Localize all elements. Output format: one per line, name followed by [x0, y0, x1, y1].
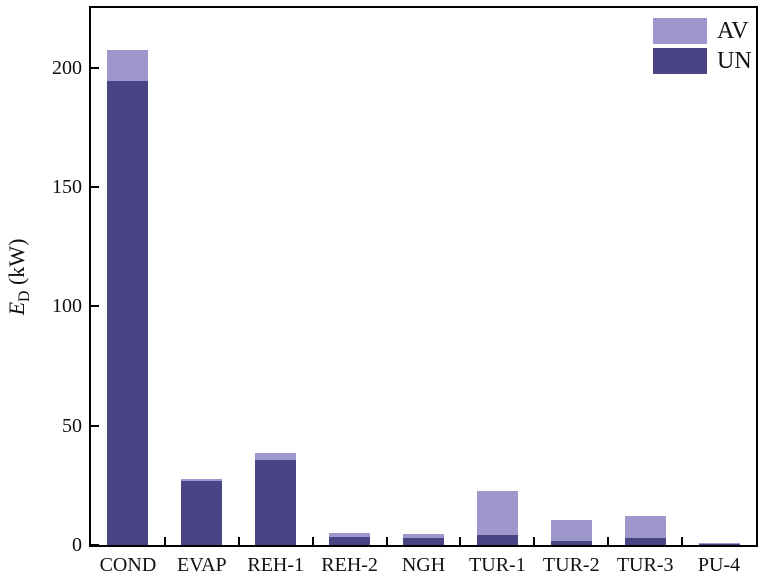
y-tick-100: [91, 305, 99, 308]
x-label-tur-1: TUR-1: [469, 554, 526, 576]
bar-evap-av: [181, 479, 223, 482]
bar-tur-1-av: [476, 490, 518, 535]
y-tick-label-50: 50: [62, 414, 82, 437]
bar-tur-3-un: [624, 538, 666, 545]
y-tick-label-100: 100: [52, 295, 82, 318]
x-tick-7: [607, 537, 610, 545]
y-tick-200: [91, 66, 99, 69]
y-tick-label-150: 150: [52, 176, 82, 198]
bar-tur-1-un: [476, 534, 518, 545]
x-label-reh-1: REH-1: [247, 554, 305, 576]
bar-pu-4-un: [698, 544, 740, 545]
bar-tur-2-un: [550, 540, 592, 545]
legend-label-av: AV: [717, 18, 749, 44]
y-tick-label-0: 0: [72, 534, 82, 556]
x-tick-1: [163, 537, 166, 545]
x-tick-4: [385, 537, 388, 545]
y-tick-50: [91, 424, 99, 427]
bar-evap-un: [181, 481, 223, 545]
bar-ngh-av: [403, 534, 444, 538]
x-label-tur-2: TUR-2: [542, 554, 600, 576]
x-label-evap: EVAP: [177, 554, 227, 576]
x-label-reh-2: REH-2: [321, 554, 378, 576]
bar-reh-2-un: [329, 537, 371, 545]
bar-tur-3-av: [624, 515, 666, 539]
bar-tur-2-av: [550, 520, 592, 541]
legend-swatch-av: [653, 18, 707, 44]
bar-cond-un: [107, 80, 149, 545]
bar-reh-2-av: [329, 533, 371, 538]
x-label-ngh: NGH: [401, 554, 446, 576]
x-tick-8: [681, 537, 684, 545]
x-tick-3: [311, 537, 314, 545]
x-label-pu-4: PU-4: [697, 554, 741, 576]
legend-label-un: UN: [717, 48, 752, 74]
legend-swatch-un: [653, 48, 707, 74]
bar-reh-1-un: [255, 460, 297, 545]
y-tick-0: [91, 544, 99, 545]
x-tick-5: [459, 537, 462, 545]
x-label-cond: COND: [99, 554, 157, 576]
x-tick-6: [533, 537, 536, 545]
plot-inner: AV UN: [91, 8, 756, 545]
x-tick-2: [237, 537, 240, 545]
x-label-tur-3: TUR-3: [616, 554, 674, 576]
bar-pu-4-av: [698, 543, 740, 545]
plot-area: AV UN: [89, 6, 758, 547]
bar-ngh-un: [403, 537, 444, 545]
y-axis-title-unit: (kW): [3, 238, 29, 291]
bar-reh-1-av: [255, 452, 297, 461]
bar-cond-av: [107, 49, 149, 81]
y-tick-label-200: 200: [52, 56, 82, 79]
y-tick-150: [91, 186, 99, 188]
